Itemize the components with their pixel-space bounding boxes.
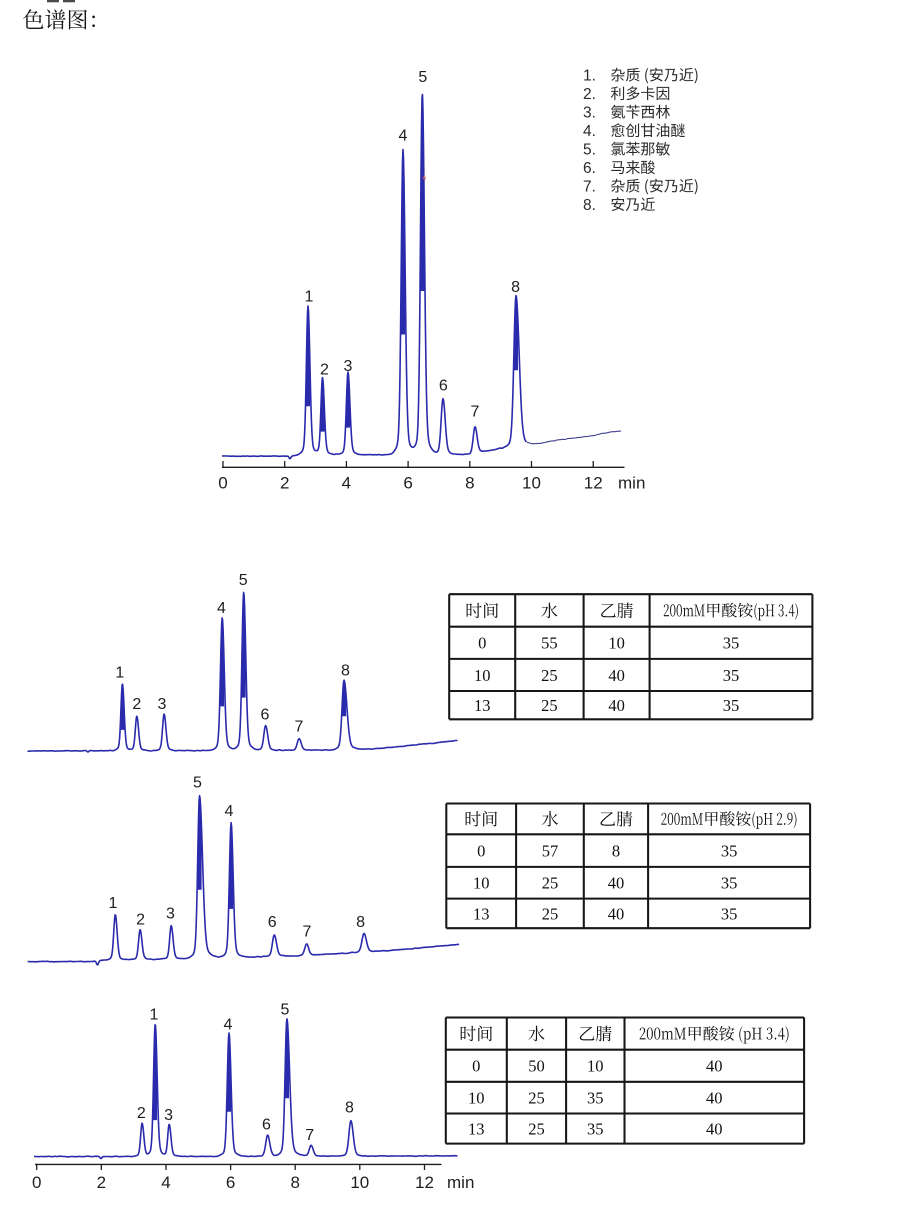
svg-text:5: 5: [193, 775, 202, 792]
svg-text:10: 10: [468, 1089, 485, 1108]
svg-text:4: 4: [398, 128, 407, 145]
svg-text:40: 40: [608, 874, 625, 893]
svg-text:*: *: [422, 173, 427, 187]
svg-text:25: 25: [528, 1120, 545, 1139]
svg-text:35: 35: [723, 634, 740, 653]
svg-text:1: 1: [109, 895, 118, 912]
svg-text:8: 8: [465, 474, 474, 493]
svg-text:2: 2: [97, 1173, 106, 1192]
svg-text:40: 40: [608, 904, 625, 923]
svg-text:6: 6: [268, 914, 277, 931]
svg-text:7: 7: [305, 1127, 314, 1144]
svg-text:10: 10: [587, 1057, 604, 1076]
svg-text:2: 2: [137, 1105, 146, 1122]
svg-text:min: min: [447, 1173, 474, 1192]
svg-text:8.: 8.: [583, 197, 596, 214]
svg-text:35: 35: [723, 696, 740, 715]
svg-text:1.: 1.: [583, 67, 596, 84]
svg-text:1: 1: [115, 665, 124, 682]
svg-text:25: 25: [528, 1089, 545, 1108]
svg-text:8: 8: [356, 914, 365, 931]
svg-text:10: 10: [473, 874, 490, 893]
svg-text:12: 12: [584, 474, 603, 493]
svg-text:13: 13: [474, 696, 491, 715]
svg-text:35: 35: [587, 1120, 604, 1139]
svg-text:1: 1: [150, 1007, 159, 1024]
svg-text:25: 25: [542, 904, 559, 923]
svg-text:12: 12: [415, 1173, 434, 1192]
svg-text:40: 40: [706, 1057, 723, 1076]
svg-text:4: 4: [342, 474, 351, 493]
svg-text:40: 40: [706, 1089, 723, 1108]
svg-text:4: 4: [161, 1173, 170, 1192]
svg-text:0: 0: [478, 634, 486, 653]
svg-text:7.: 7.: [583, 178, 596, 195]
svg-text:40: 40: [706, 1120, 723, 1139]
svg-text:10: 10: [474, 666, 491, 685]
svg-text:35: 35: [721, 874, 738, 893]
svg-text:3.: 3.: [583, 104, 596, 121]
svg-text:5: 5: [418, 69, 427, 86]
svg-text:7: 7: [470, 404, 479, 421]
svg-text:6: 6: [261, 707, 270, 724]
svg-text:8: 8: [511, 279, 520, 296]
svg-text:0: 0: [477, 842, 485, 861]
svg-text:6: 6: [226, 1173, 235, 1192]
svg-text:2.: 2.: [583, 86, 596, 103]
svg-text:25: 25: [541, 666, 558, 685]
svg-text:5.: 5.: [583, 141, 596, 158]
svg-text:2: 2: [320, 362, 329, 379]
svg-text:1: 1: [305, 289, 314, 306]
svg-text:50: 50: [528, 1057, 545, 1076]
svg-text:13: 13: [473, 904, 490, 923]
svg-text:2: 2: [136, 912, 145, 929]
svg-text:55: 55: [541, 634, 558, 653]
svg-text:4: 4: [224, 1016, 233, 1033]
svg-text:3: 3: [164, 1107, 173, 1124]
svg-text:8: 8: [345, 1100, 354, 1117]
svg-text:5: 5: [239, 572, 248, 589]
svg-text:2: 2: [132, 696, 141, 713]
svg-text:6: 6: [262, 1117, 271, 1134]
svg-text:57: 57: [542, 842, 559, 861]
svg-text:3: 3: [166, 906, 175, 923]
svg-text:35: 35: [721, 904, 738, 923]
svg-text:min: min: [618, 474, 645, 493]
svg-text:6.: 6.: [583, 160, 596, 177]
svg-text:4: 4: [217, 600, 226, 617]
svg-text:10: 10: [608, 634, 625, 653]
svg-text:40: 40: [608, 696, 625, 715]
svg-text:7: 7: [303, 924, 312, 941]
svg-text:8: 8: [341, 663, 350, 680]
svg-text:35: 35: [721, 842, 738, 861]
svg-text:2: 2: [280, 474, 289, 493]
svg-text:25: 25: [541, 696, 558, 715]
svg-text:7: 7: [295, 719, 304, 736]
svg-text:4: 4: [225, 803, 234, 820]
svg-text:3: 3: [158, 696, 167, 713]
svg-text:6: 6: [439, 378, 448, 395]
svg-text:0: 0: [32, 1173, 41, 1192]
svg-text:13: 13: [468, 1120, 485, 1139]
svg-text:0: 0: [472, 1057, 480, 1076]
svg-text:10: 10: [350, 1173, 369, 1192]
svg-text:0: 0: [218, 474, 227, 493]
svg-text:10: 10: [522, 474, 541, 493]
svg-text:4.: 4.: [583, 123, 596, 140]
svg-text:6: 6: [403, 474, 412, 493]
svg-text:35: 35: [723, 666, 740, 685]
svg-text:40: 40: [608, 666, 625, 685]
svg-text:25: 25: [542, 874, 559, 893]
svg-text:3: 3: [344, 358, 353, 375]
svg-text:8: 8: [612, 842, 620, 861]
svg-text:8: 8: [290, 1173, 299, 1192]
svg-text:35: 35: [587, 1089, 604, 1108]
svg-text:5: 5: [280, 1001, 289, 1018]
